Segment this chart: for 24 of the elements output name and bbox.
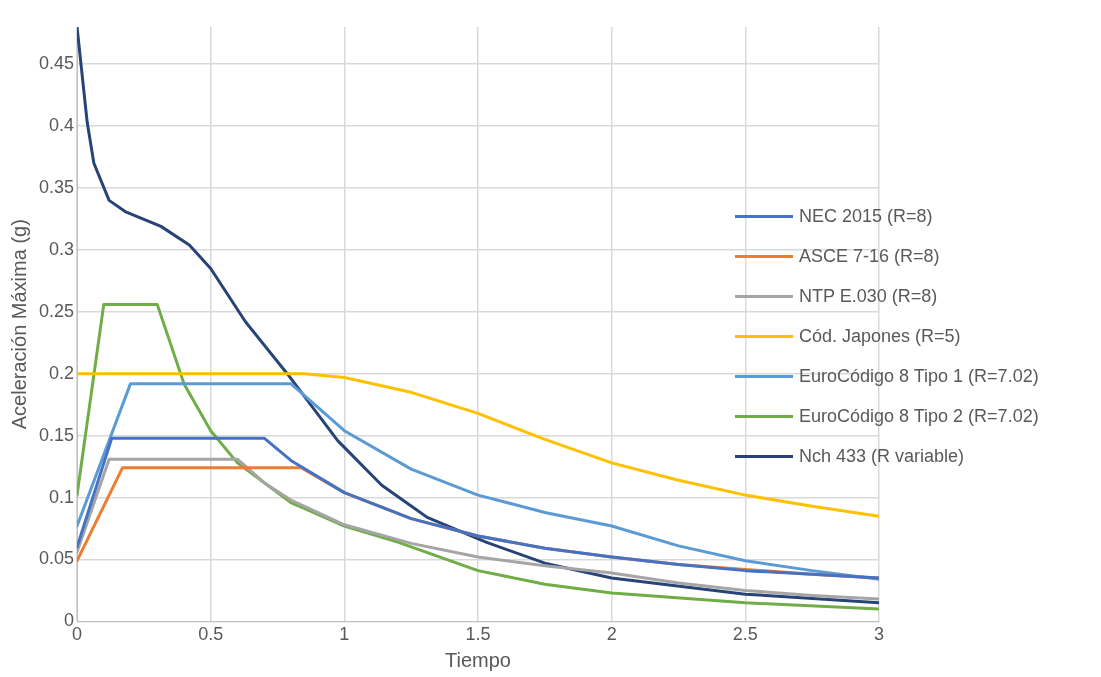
y-tick-label: 0.45 [38,53,75,74]
y-tick-label: 0.4 [49,115,75,136]
y-tick-label: 0.3 [49,238,75,259]
legend-label: NEC 2015 (R=8) [799,205,933,227]
y-tick-label: 0.05 [38,548,75,569]
legend-label: NTP E.030 (R=8) [799,285,938,307]
legend-label: ASCE 7-16 (R=8) [799,245,940,267]
x-tick-label: 1.5 [465,624,491,645]
legend-label: EuroCódigo 8 Tipo 1 (R=7.02) [799,365,1039,387]
x-tick-label: 2 [606,624,617,645]
y-tick-label: 0.1 [49,486,75,507]
x-tick-label: 1 [339,624,350,645]
x-axis-title: Tiempo [445,648,511,671]
y-tick-label: 0.35 [38,176,75,197]
y-tick-label: 0.15 [38,424,75,445]
y-tick-label: 0.2 [49,362,75,383]
legend-label: EuroCódigo 8 Tipo 2 (R=7.02) [799,405,1039,427]
legend-label: Nch 433 (R variable) [799,445,965,467]
y-axis-title: Aceleración Máxima (g) [7,219,30,430]
legend-label: Cód. Japones (R=5) [799,325,961,347]
x-tick-label: 2.5 [732,624,758,645]
y-tick-label: 0.25 [38,300,75,321]
x-tick-label: 0.5 [198,624,224,645]
x-tick-label: 3 [873,624,885,645]
